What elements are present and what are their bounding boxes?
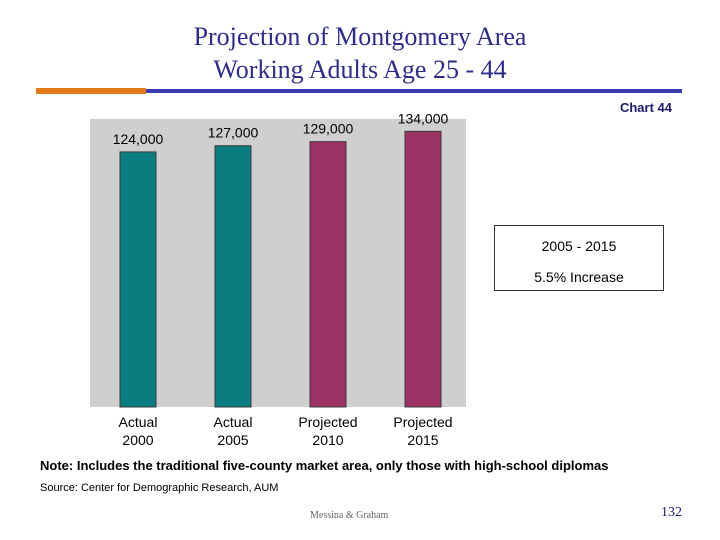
title-divider-accent bbox=[36, 88, 146, 94]
bar-projected-2015 bbox=[404, 130, 442, 408]
x-tick-label: 2000 bbox=[122, 432, 153, 448]
bar-actual-2005 bbox=[214, 145, 252, 408]
page-number: 132 bbox=[661, 505, 682, 520]
x-tick-label: Projected bbox=[393, 414, 452, 430]
chart-note: Note: Includes the traditional five-coun… bbox=[40, 458, 609, 473]
footer-credit: Messina & Graham bbox=[310, 510, 389, 521]
chart-number: Chart 44 bbox=[619, 100, 672, 115]
callout-period: 2005 - 2015 bbox=[541, 238, 617, 254]
x-tick-label: 2015 bbox=[407, 432, 438, 448]
x-tick-label: Projected bbox=[298, 414, 357, 430]
title-divider bbox=[36, 89, 682, 93]
data-label: 134,000 bbox=[398, 110, 449, 126]
data-label: 127,000 bbox=[208, 125, 259, 141]
chart-source: Source: Center for Demographic Research,… bbox=[40, 482, 279, 494]
title-line-1: Projection of Montgomery Area bbox=[193, 22, 527, 51]
x-tick-label: 2005 bbox=[217, 432, 248, 448]
bar-projected-2010 bbox=[309, 141, 347, 408]
data-label: 129,000 bbox=[303, 121, 354, 137]
title-line-2: Working Adults Age 25 - 44 bbox=[213, 55, 507, 84]
bar-actual-2000 bbox=[119, 151, 157, 408]
increase-callout: 2005 - 2015 5.5% Increase bbox=[494, 225, 664, 291]
chart-title: Projection of Montgomery Area Working Ad… bbox=[0, 20, 720, 86]
x-tick-label: Actual bbox=[119, 414, 158, 430]
data-label: 124,000 bbox=[113, 131, 164, 147]
x-tick-label: Actual bbox=[214, 414, 253, 430]
x-tick-label: 2010 bbox=[312, 432, 343, 448]
callout-increase: 5.5% Increase bbox=[534, 269, 624, 285]
